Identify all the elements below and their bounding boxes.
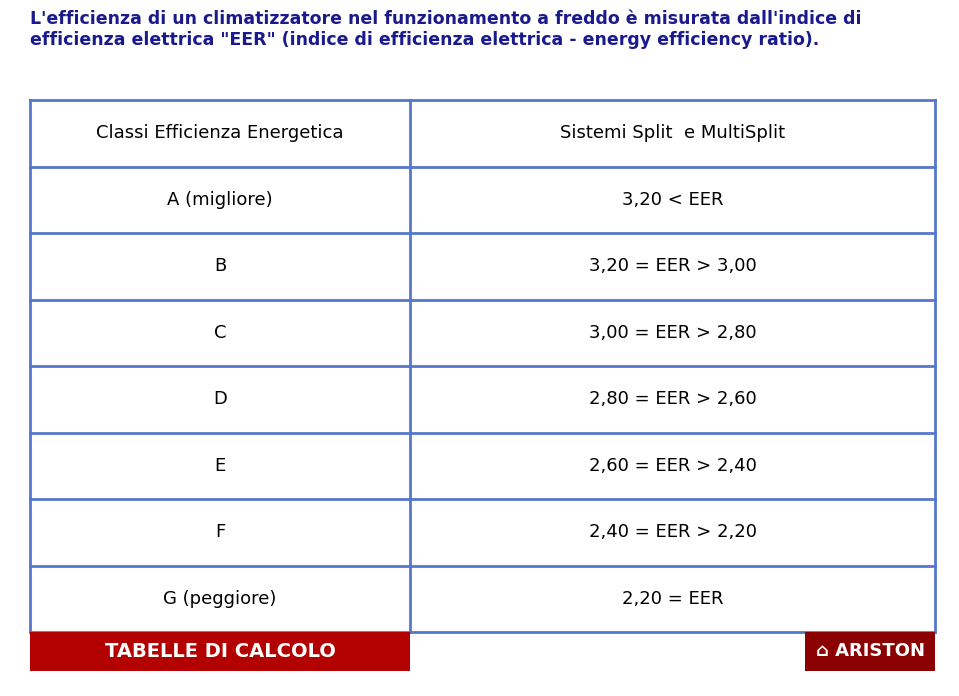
Text: Sistemi Split  e MultiSplit: Sistemi Split e MultiSplit <box>560 125 785 142</box>
Text: 2,80 = EER > 2,60: 2,80 = EER > 2,60 <box>589 390 757 409</box>
Text: F: F <box>215 523 225 541</box>
Text: L'efficienza di un climatizzatore nel funzionamento a freddo è misurata dall'ind: L'efficienza di un climatizzatore nel fu… <box>30 10 861 49</box>
Text: A (migliore): A (migliore) <box>167 191 273 209</box>
Bar <box>30 632 410 671</box>
Text: C: C <box>214 324 226 342</box>
Text: B: B <box>214 258 226 275</box>
Text: 2,20 = EER: 2,20 = EER <box>621 590 723 608</box>
Text: 3,20 < EER: 3,20 < EER <box>621 191 723 209</box>
Text: G (peggiore): G (peggiore) <box>163 590 277 608</box>
Text: E: E <box>215 457 225 475</box>
Text: ⌂ ARISTON: ⌂ ARISTON <box>815 642 924 661</box>
Text: 3,00 = EER > 2,80: 3,00 = EER > 2,80 <box>589 324 757 342</box>
Text: 2,60 = EER > 2,40: 2,60 = EER > 2,40 <box>589 457 757 475</box>
Bar <box>805 632 935 671</box>
Text: 2,40 = EER > 2,20: 2,40 = EER > 2,20 <box>589 523 757 541</box>
Text: 3,20 = EER > 3,00: 3,20 = EER > 3,00 <box>589 258 757 275</box>
Text: D: D <box>213 390 227 409</box>
Text: TABELLE DI CALCOLO: TABELLE DI CALCOLO <box>105 642 336 661</box>
Text: Classi Efficienza Energetica: Classi Efficienza Energetica <box>96 125 343 142</box>
